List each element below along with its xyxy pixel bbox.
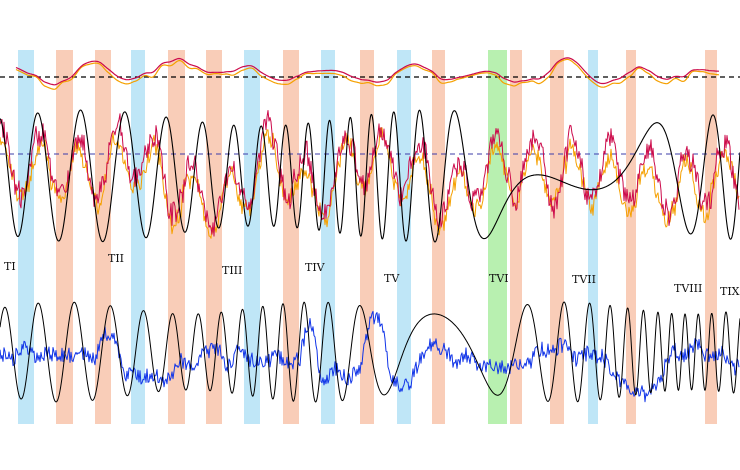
band-salmon [360,50,374,424]
band-blue [244,50,260,424]
event-label: TVII [572,273,596,286]
event-label: TIII [222,264,242,277]
band-salmon [432,50,445,424]
band-salmon [626,50,636,424]
signal-lines [0,57,740,403]
event-label: TIV [305,261,326,274]
event-label: TVI [489,272,509,285]
series-line-top-red [15,57,719,86]
event-label: TVIII [674,282,702,295]
band-salmon [550,50,564,424]
band-salmon [510,50,522,424]
series-line-mid-red [0,110,740,237]
series-line-mid-orange [0,127,740,239]
series-line-mid-sine [0,109,740,243]
event-labels: TI TII TIII TIV TV TVI TVII TVIII TIX [4,252,740,298]
series-line-bottom-sine [0,301,740,403]
event-label: TI [4,260,16,273]
event-label: TII [108,252,124,265]
band-salmon [56,50,73,424]
highlight-bands [18,50,717,424]
band-salmon [168,50,185,424]
band-blue [131,50,145,424]
series-line-top-orange [15,58,720,90]
event-label: TIX [720,285,740,298]
band-salmon [705,50,717,424]
event-label: TV [384,272,400,285]
band-blue [321,50,335,424]
band-salmon [283,50,299,424]
band-blue [588,50,598,424]
band-blue [397,50,411,424]
series-line-bottom-blue [0,310,740,403]
band-salmon [95,50,111,424]
band-blue [18,50,34,424]
